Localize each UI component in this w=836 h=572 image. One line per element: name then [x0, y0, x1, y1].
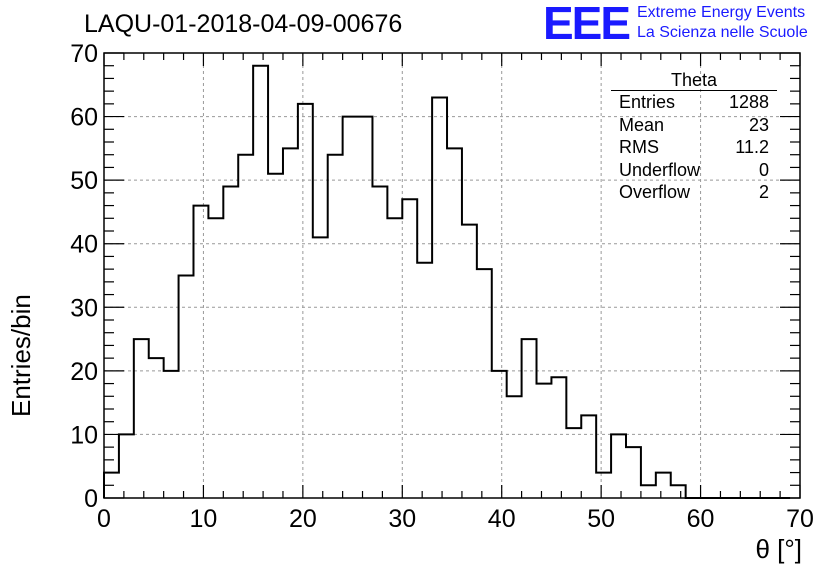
x-tick-label: 0 — [97, 505, 111, 533]
chart-title: LAQU-01-2018-04-09-00676 — [84, 10, 403, 38]
logo-line-1: Extreme Energy Events — [637, 4, 806, 21]
y-tick-label: 0 — [84, 485, 98, 513]
x-tick-label: 60 — [687, 505, 715, 533]
x-tick-label: 20 — [289, 505, 317, 533]
stats-box: Theta Entries 1288 Mean 23 RMS 11.2 Underfl… — [611, 70, 777, 204]
stats-value: 23 — [748, 114, 769, 135]
x-tick-label: 10 — [190, 505, 218, 533]
y-axis-label: Entries/bin — [6, 294, 36, 417]
y-tick-label: 10 — [70, 421, 98, 449]
y-tick-label: 30 — [70, 294, 98, 322]
stats-label: Entries — [619, 92, 676, 112]
y-tick-label: 70 — [70, 40, 98, 68]
plot-frame — [103, 52, 801, 499]
y-tick-labels: 0 10 20 30 40 50 60 70 — [70, 40, 98, 513]
stats-value: 0 — [758, 159, 769, 180]
stats-label: Overflow — [619, 182, 691, 202]
grid-lines — [104, 53, 800, 498]
eee-logo: EEE — [543, 0, 631, 49]
logo-line-2: La Scienza nelle Scuole — [637, 24, 808, 41]
y-tick-label: 20 — [70, 358, 98, 386]
logo-caption: Extreme Energy Events La Scienza nelle S… — [637, 3, 808, 43]
histogram-outline — [103, 64, 791, 499]
stats-row-rms: RMS 11.2 — [611, 136, 777, 159]
y-tick-label: 40 — [70, 231, 98, 259]
x-tick-label: 40 — [488, 505, 516, 533]
stats-row-underflow: Underflow 0 — [611, 159, 777, 182]
stats-value: 11.2 — [735, 137, 769, 157]
x-axis-label: θ [°] — [755, 534, 802, 564]
stats-label: RMS — [619, 137, 659, 157]
stats-title: Theta — [611, 70, 777, 91]
stats-row-overflow: Overflow 2 — [611, 181, 777, 204]
stats-row-entries: Entries 1288 — [611, 91, 777, 114]
stats-value: 1288 — [728, 92, 769, 112]
y-tick-label: 50 — [70, 167, 98, 195]
stats-row-mean: Mean 23 — [611, 114, 777, 137]
x-tick-label: 30 — [388, 505, 416, 533]
x-tick-labels: 0 10 20 30 40 50 60 70 — [97, 505, 814, 533]
stats-label: Underflow — [619, 159, 701, 180]
x-tick-label: 50 — [587, 505, 615, 533]
axis-ticks — [103, 52, 801, 499]
y-tick-label: 60 — [70, 104, 98, 132]
stats-label: Mean — [619, 114, 665, 135]
stats-value: 2 — [758, 182, 769, 202]
x-tick-label: 70 — [786, 505, 814, 533]
